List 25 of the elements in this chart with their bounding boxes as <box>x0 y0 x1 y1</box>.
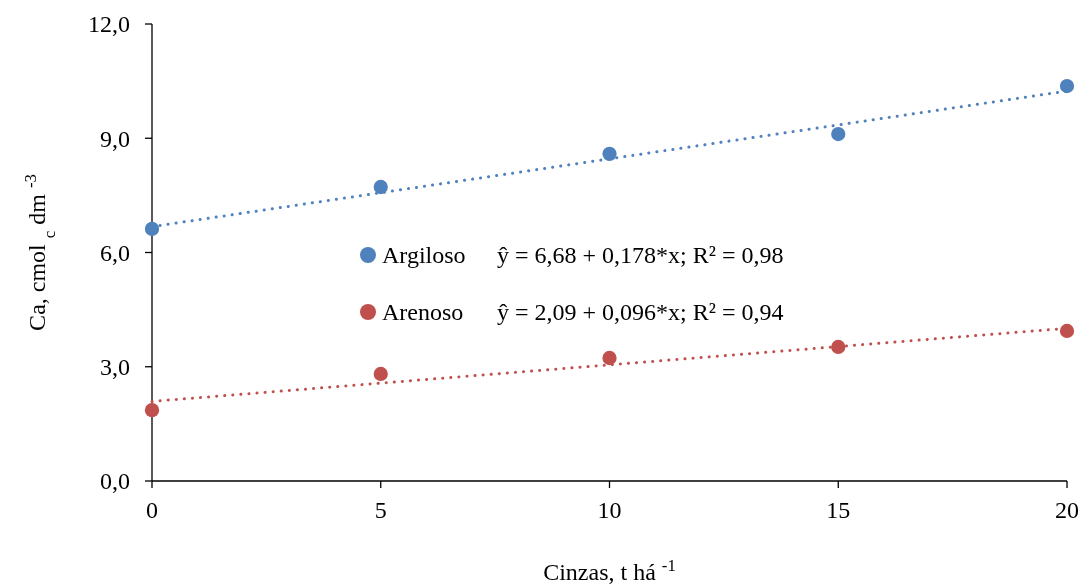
x-tick-label: 5 <box>374 497 387 523</box>
point <box>144 403 160 418</box>
x-tick-label: 0 <box>146 497 158 523</box>
annotation: ŷ = 6,68 + 0,178*x; R² = 0,98 <box>497 242 784 269</box>
x-tick-label: 10 <box>597 497 622 523</box>
y-tick-label: 0,0 <box>100 468 130 495</box>
point <box>144 221 160 237</box>
legend-label: Argiloso <box>382 242 466 269</box>
y-tick-label: 6,0 <box>100 239 130 266</box>
point <box>1059 323 1075 339</box>
x-axis-title: Cinzas, t há $^{-1}$ <box>543 555 676 585</box>
y-tick-label: 3,0 <box>100 354 130 381</box>
point <box>831 126 846 142</box>
point <box>1059 78 1075 94</box>
y-tick-label: 9,0 <box>100 125 130 152</box>
point <box>373 366 388 382</box>
y-tick-label: 12,0 <box>88 11 130 38</box>
point <box>602 350 617 366</box>
x-tick-label: 20 <box>1055 497 1079 523</box>
x-tick-label: 15 <box>826 497 851 523</box>
legend-label: Arenoso <box>382 299 464 326</box>
point <box>602 146 617 161</box>
point <box>831 339 846 355</box>
point <box>373 179 388 195</box>
annotation: ŷ = 2,09 + 0,096*x; R² = 0,94 <box>497 299 784 326</box>
